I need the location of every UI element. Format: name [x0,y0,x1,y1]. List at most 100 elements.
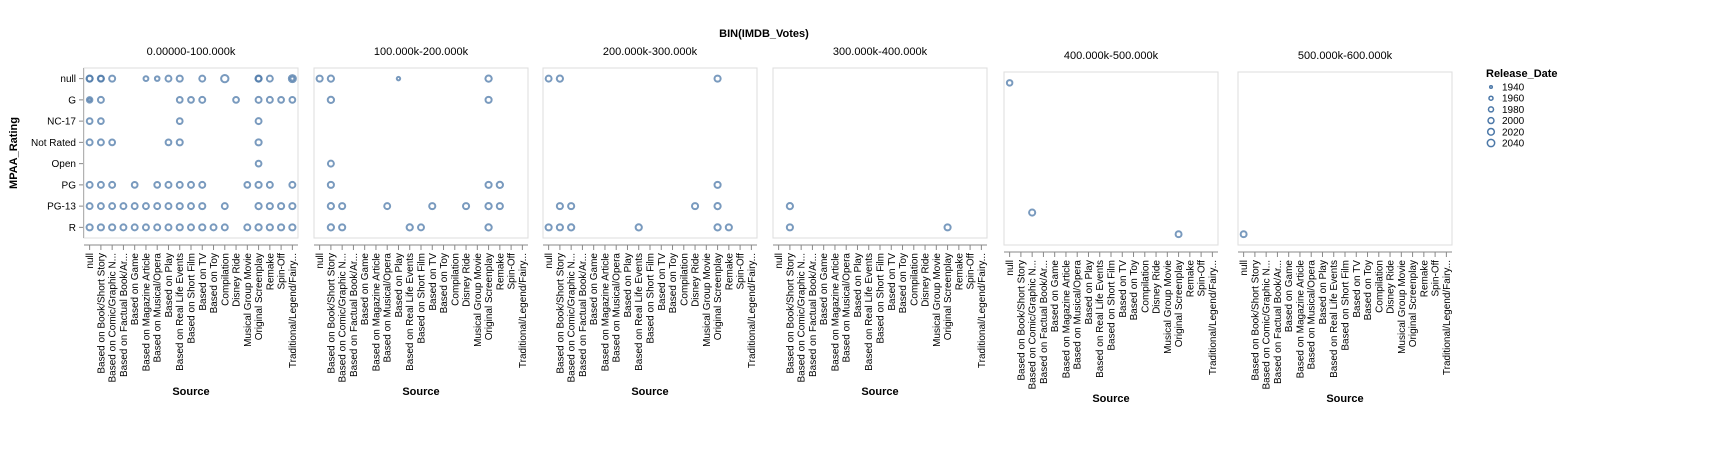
x-axis-title: Source [402,386,439,398]
y-tick-label: R [69,223,76,234]
x-tick-label: Disney Ride [1152,260,1163,314]
x-tick-label: Musical Group Movie [473,253,484,347]
y-tick-label: G [68,95,76,106]
data-point [544,74,553,83]
data-point [254,117,263,126]
x-tick-label: Based on Comic/Graphic N... [797,253,808,383]
data-point [315,74,324,83]
x-tick-label: Based on Toy [1129,260,1140,320]
facet-header: 400.000k-500.000k [1064,50,1159,62]
x-tick-label: Compilation [450,253,461,306]
x-tick-label: Spin-Off [736,253,747,290]
x-tick-label: Based on Factual Book/Ar... [119,253,130,377]
x-tick-label: Musical Group Movie [932,253,943,347]
data-point [254,223,263,232]
facet-panel [1003,71,1219,246]
x-tick-label: Based on Short Film [646,253,657,344]
x-tick-label: null [774,253,785,269]
data-point [1174,230,1183,239]
data-point [130,181,139,189]
x-tick-label: Original Screenplay [254,253,265,340]
data-point [141,202,150,211]
x-tick-label: Original Screenplay [1408,260,1419,347]
x-tick-label: Musical Group Movie [1163,260,1174,354]
x-tick-label: Disney Ride [232,253,243,307]
x-tick-label: Original Screenplay [484,253,495,340]
data-point [243,223,252,232]
x-tick-label: Based on Real Life Events [405,253,416,371]
facet-panel [1237,71,1453,246]
data-point [265,95,274,104]
x-tick-label: Based on Play [853,253,864,318]
y-tick-label: Not Rated [31,138,76,149]
data-point [119,223,128,232]
x-tick-label: Spin-Off [966,253,977,290]
x-tick-label: Based on Factual Book/Ar... [349,253,360,377]
data-point [87,97,92,103]
x-tick-label: Based on Comic/Graphic N... [338,253,349,383]
x-tick-label: Based on Book/Short Story [326,253,337,374]
x-tick-label: Original Screenplay [943,253,954,340]
x-tick-label: Based on Game [819,253,830,326]
x-tick-label: Based on Magazine Article [1061,260,1072,379]
facet-header: 200.000k-300.000k [603,46,698,58]
data-point [724,223,733,232]
data-point [85,138,94,147]
data-point [254,138,263,147]
x-tick-label: Based on TV [1118,260,1129,318]
data-point [108,74,117,83]
x-tick-label: Based on Real Life Events [175,253,186,371]
facet-header: 300.000k-400.000k [833,46,928,58]
x-tick-label: null [315,253,326,269]
x-tick-label: Based on Comic/Graphic N... [567,253,578,383]
x-tick-label: Based on Book/Short Story [785,253,796,374]
data-point [288,180,297,189]
x-tick-label: Based on Magazine Article [600,253,611,372]
x-tick-label: Based on TV [657,253,668,311]
facet-header: 500.000k-600.000k [1298,50,1393,62]
data-point [567,202,576,211]
x-tick-label: Based on Factual Book/Ar... [808,253,819,377]
x-tick-label: Traditional/Legend/Fairy... [977,253,988,368]
data-point [288,223,297,232]
data-point [417,223,425,232]
data-point [326,202,336,211]
x-tick-label: Spin-Off [1431,260,1442,297]
data-point [555,202,564,211]
data-point [153,202,162,211]
x-tick-label: Based on Play [164,253,175,318]
data-point [243,181,252,189]
x-tick-label: Original Screenplay [713,253,724,340]
x-tick-label: Spin-Off [277,253,288,290]
data-point [326,180,335,189]
data-point [187,180,195,189]
data-point [96,95,105,104]
legend-label: 2020 [1502,127,1525,138]
y-tick-label: Open [52,159,76,170]
x-tick-label: Traditional/Legend/Fairy... [1442,260,1453,375]
data-point [265,74,274,83]
x-tick-label: Spin-Off [1197,260,1208,297]
x-axis-title: Source [172,386,209,398]
data-point [277,223,286,232]
x-axis-title: Source [1326,393,1363,405]
x-tick-label: Based on Comic/Graphic N... [1262,260,1273,390]
data-point [85,223,94,232]
x-tick-label: Based on Game [1050,260,1061,333]
data-point [265,180,274,189]
facet-panel [542,67,758,239]
x-tick-label: Based on Musical/Opera [842,253,853,363]
data-point [461,202,471,211]
x-tick-label: Remake [1419,260,1430,298]
data-point [495,202,504,211]
data-point [108,223,117,232]
x-tick-label: Based on Book/Short Story [1016,260,1027,381]
data-point [164,74,173,83]
x-tick-label: Based on Book/Short Story [96,253,107,374]
data-point [130,223,139,232]
x-tick-label: Based on Toy [1363,260,1374,320]
y-tick-label: null [60,74,76,85]
data-point [198,180,207,189]
x-tick-label: Based on Musical/Opera [153,253,164,363]
x-tick-label: Remake [724,253,735,291]
